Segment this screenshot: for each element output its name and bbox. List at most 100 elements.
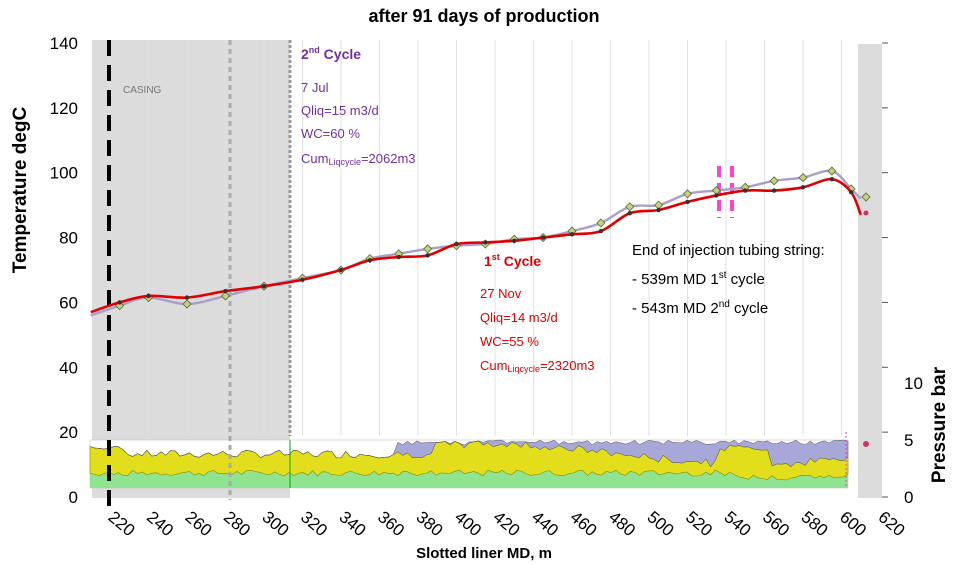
x-tick-label: 400 (451, 507, 485, 540)
annotation-tubing: End of injection tubing string: - 539m M… (632, 242, 825, 317)
cycle2-date: 7 Jul (301, 80, 329, 95)
pressure-strip (89, 432, 869, 489)
point-2nd-cycle (625, 202, 635, 212)
x-tick-label: 300 (259, 507, 293, 540)
x-tick-label: 220 (105, 507, 139, 540)
point-1st-cycle (829, 177, 835, 182)
cycle2-cum: CumLiqcycle=2062m3 (301, 151, 416, 167)
annotation-1st-cycle: 1st Cycle 27 Nov Qliq=14 m3/d WC=55 % Cu… (480, 252, 595, 374)
point-1st-cycle (512, 238, 517, 244)
point-1st-cycle (184, 295, 190, 300)
y-axis-ticks: 0 20 40 60 80 100 120 140 (50, 34, 78, 507)
cycle2-wc: WC=60 % (301, 126, 360, 141)
x-tick-label: 440 (528, 507, 562, 540)
point-2nd-cycle-end (861, 192, 871, 202)
pressure-end-point (863, 441, 869, 447)
point-1st-cycle (656, 207, 661, 213)
gridlines (109, 40, 842, 436)
cycle2-title: 2nd Cycle (301, 45, 361, 62)
point-1st-cycle (848, 189, 854, 195)
y-tick-label: 0 (69, 488, 78, 507)
y2-axis-ticks: 0 5 10 (882, 42, 923, 507)
x-tick-label: 580 (798, 507, 832, 540)
point-1st-cycle (454, 241, 459, 247)
y-tick-label: 20 (59, 423, 78, 442)
point-2nd-cycle (182, 299, 192, 309)
y2-tick-label: 5 (904, 431, 913, 450)
x-axis-label: Slotted liner MD, m (416, 545, 552, 562)
y2-axis-label: Pressure bar (929, 366, 950, 483)
point-1st-cycle (743, 188, 748, 193)
cycle1-date: 27 Nov (480, 286, 522, 301)
x-tick-label: 600 (836, 507, 870, 540)
point-1st-cycle (569, 232, 575, 237)
cycle2-qliq: Qliq=15 m3/d (301, 103, 379, 118)
y-tick-label: 80 (59, 229, 78, 248)
point-1st-cycle-end (863, 210, 869, 216)
point-2nd-cycle (827, 166, 837, 176)
x-tick-label: 340 (336, 507, 370, 540)
x-tick-label: 540 (721, 507, 755, 540)
point-1st-cycle (685, 199, 690, 205)
y-tick-label: 60 (59, 293, 78, 312)
point-1st-cycle (338, 267, 344, 273)
x-tick-label: 560 (759, 507, 793, 540)
cycle1-cum: CumLiqcycle=2320m3 (480, 358, 595, 374)
casing-label: CASING (123, 85, 162, 96)
tubing-line-1: - 539m MD 1st cycle (632, 270, 765, 288)
point-1st-cycle (771, 188, 777, 193)
x-tick-label: 320 (297, 507, 331, 540)
cycle1-wc: WC=55 % (480, 334, 539, 349)
x-tick-label: 480 (605, 507, 639, 540)
cycle1-qliq: Qliq=14 m3/d (480, 310, 558, 325)
x-tick-label: 460 (567, 507, 601, 540)
y2-tick-label: 10 (904, 374, 923, 393)
point-2nd-cycle (596, 218, 606, 228)
point-2nd-cycle (220, 291, 231, 301)
y2-tick-label: 0 (904, 488, 913, 507)
y-tick-label: 40 (59, 358, 78, 377)
point-1st-cycle (425, 253, 430, 258)
y-axis-label: Temperature degC (10, 106, 31, 273)
y-tick-label: 100 (50, 164, 78, 183)
x-tick-label: 360 (374, 507, 408, 540)
point-1st-cycle (117, 300, 122, 305)
point-1st-cycle (223, 288, 228, 294)
point-1st-cycle (483, 240, 488, 245)
point-2nd-cycle (798, 173, 808, 183)
point-2nd-cycle (423, 244, 433, 254)
tubing-heading: End of injection tubing string: (632, 242, 825, 259)
x-tick-label: 380 (413, 507, 447, 540)
y-tick-label: 140 (50, 34, 78, 53)
x-tick-label: 420 (490, 507, 524, 540)
pressure-band-purple (89, 439, 849, 468)
point-1st-cycle (367, 258, 373, 263)
casing-shaded-region (92, 40, 290, 498)
series-layer (90, 166, 871, 317)
point-1st-cycle (627, 211, 632, 216)
x-tick-label: 500 (644, 507, 678, 540)
tubing-line-2: - 543m MD 2nd cycle (632, 299, 768, 317)
x-tick-label: 260 (182, 507, 216, 540)
x-axis-ticks: 220 240 260 280 300 320 340 360 380 400 420 440 460 4… (105, 507, 909, 540)
point-1st-cycle (261, 284, 267, 289)
annotation-2nd-cycle: 2nd Cycle 7 Jul Qliq=15 m3/d WC=60 % Cum… (301, 45, 416, 167)
point-1st-cycle (146, 293, 151, 299)
point-1st-cycle (540, 235, 546, 240)
point-1st-cycle (300, 277, 305, 282)
point-1st-cycle (800, 185, 806, 190)
y-tick-label: 120 (50, 99, 78, 118)
point-2nd-cycle (769, 176, 779, 186)
cycle1-title: 1st Cycle (484, 252, 541, 269)
x-tick-label: 240 (143, 507, 177, 540)
point-2nd-cycle (682, 189, 693, 199)
right-shaded-region (858, 44, 882, 498)
point-1st-cycle (396, 254, 401, 260)
x-tick-label: 620 (875, 507, 909, 540)
point-1st-cycle (598, 228, 604, 234)
chart-title: after 91 days of production (368, 6, 599, 26)
point-1st-cycle (714, 193, 719, 198)
x-tick-label: 520 (682, 507, 716, 540)
x-tick-label: 280 (220, 507, 254, 540)
